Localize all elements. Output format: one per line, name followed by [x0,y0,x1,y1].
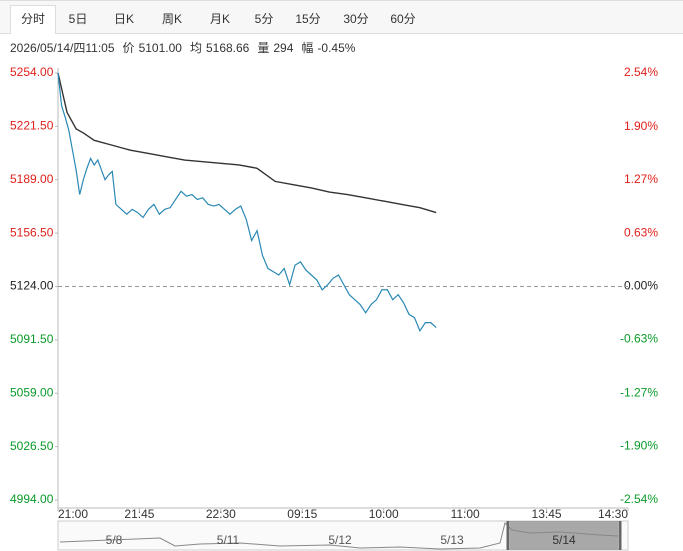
y2-tick-label: 0.00% [624,279,658,293]
y2-tick-label: -1.27% [620,385,658,399]
info-value: 5101.00 [138,41,182,55]
series-line [57,72,437,214]
tab[interactable]: 月K [209,12,230,26]
y-tick-label: 5124.00 [10,279,54,293]
info-value: -0.45% [317,41,356,55]
y2-tick-label: 0.63% [624,226,658,240]
y-tick-label: 5254.00 [10,65,54,79]
info-label: 价 [122,41,135,55]
navigator-date: 5/8 [106,533,123,547]
info-label: 均 [189,41,202,55]
navigator-date: 5/14 [552,533,576,547]
y-tick-label: 4994.00 [10,492,54,506]
tab[interactable]: 分时 [10,5,56,34]
y2-tick-label: -2.54% [620,492,658,506]
x-tick-label: 10:00 [369,507,399,521]
tab[interactable]: 60分 [390,12,416,26]
info-label: 幅 [301,41,314,55]
series-line [57,72,437,333]
y2-tick-label: -1.90% [620,438,658,452]
x-tick-label: 22:30 [206,507,236,521]
navigator-date: 5/11 [217,533,240,547]
info-value: 294 [273,41,294,55]
x-tick-label: 09:15 [287,507,317,521]
tab[interactable]: 5分 [254,12,274,26]
y-tick-label: 5091.50 [10,332,54,346]
y-tick-label: 5026.50 [10,439,54,453]
y-tick-label: 5156.50 [10,225,54,239]
tab[interactable]: 15分 [295,12,321,26]
x-tick-label: 11:00 [451,507,480,521]
x-tick-label: 21:45 [124,507,154,521]
tab[interactable]: 30分 [343,12,369,26]
y2-tick-label: 1.90% [624,119,658,133]
tab-bar: 分时 5日 日K 周K 月K 5分 15分 30分 60分 [0,0,683,34]
info-value: 5168.66 [205,41,250,55]
info-line: 2026/05/14/四11:05 价 5101.00 均 5168.66 量 294 幅 -0… [10,39,355,56]
info-label: 量 [257,41,270,55]
tab[interactable]: 日K [113,12,134,26]
tab[interactable]: 周K [161,12,182,26]
y-tick-label: 5189.00 [10,172,54,186]
y-tick-label: 5221.50 [10,119,54,133]
x-tick-label: 13:45 [532,507,562,521]
y2-tick-label: 2.54% [624,65,658,79]
y2-tick-label: 1.27% [624,172,658,186]
navigator-trend [59,522,619,550]
navigator-date: 5/13 [440,533,464,547]
x-tick-label: 21:00 [58,507,88,521]
tab[interactable]: 5日 [68,12,88,26]
y2-tick-label: -0.63% [620,332,658,346]
info-time: 2026/05/14/四11:05 [10,41,115,55]
navigator-date: 5/12 [328,533,352,547]
x-tick-label: 14:30 [598,507,628,521]
y-tick-label: 5059.00 [10,385,54,399]
